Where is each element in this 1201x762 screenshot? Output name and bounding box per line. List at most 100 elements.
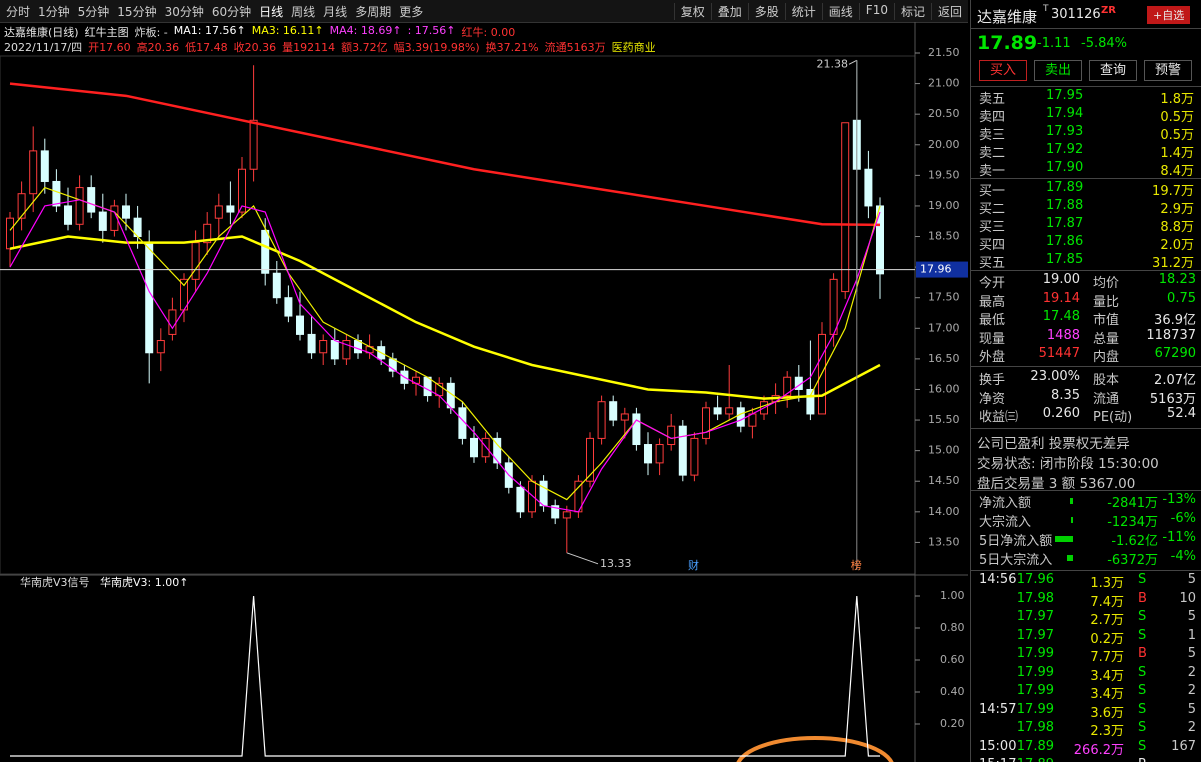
period-tab[interactable]: 日线	[259, 4, 284, 19]
panel-text: 买二	[979, 202, 1006, 217]
candle-body	[272, 272, 281, 299]
event-marker: 财	[688, 558, 699, 572]
candle-body	[655, 444, 664, 464]
trade-button[interactable]: 预警	[1144, 60, 1192, 81]
panel-value: -2841万	[1107, 496, 1158, 511]
panel-value: 5	[1187, 646, 1196, 661]
action-button[interactable]: 叠加	[710, 2, 748, 20]
period-tab[interactable]: 分时	[6, 4, 31, 19]
period-tab[interactable]: 周线	[291, 4, 316, 19]
panel-value: 5	[1187, 701, 1196, 717]
candle-body	[64, 205, 72, 225]
panel-value: 7.7万	[1090, 650, 1124, 665]
period-tab[interactable]: 60分钟	[211, 4, 252, 19]
action-button[interactable]: 统计	[784, 2, 822, 20]
period-tab[interactable]: 5分钟	[77, 4, 110, 19]
panel-value: 8.35	[1051, 387, 1080, 403]
panel-text: -1.11	[1037, 36, 1071, 51]
event-marker: 榜	[851, 558, 862, 572]
panel-value: -6%	[1170, 511, 1196, 526]
divider	[971, 366, 1201, 367]
panel-value: 19.7万	[1152, 184, 1194, 199]
y-tick-label: 18.50	[928, 230, 960, 243]
candle-body	[296, 315, 304, 335]
panel-text: 14:57	[979, 701, 1017, 717]
panel-text: 市值	[1093, 313, 1120, 328]
y-tick-label: 17.00	[928, 321, 960, 334]
ma-legend: MA1: 17.56↑	[173, 24, 246, 37]
panel-text: 买三	[979, 220, 1006, 235]
panel-text: 15:17	[979, 757, 1016, 762]
bar-info-item: 高20.36	[136, 41, 180, 54]
panel-text: 17.90	[1046, 160, 1084, 175]
candle-body	[40, 150, 49, 182]
panel-value: 17.98	[1016, 590, 1054, 606]
panel-value: 7.4万	[1090, 594, 1124, 610]
ma-legend: MA3: 16.11↑	[251, 24, 324, 37]
action-button[interactable]: F10	[858, 2, 894, 20]
panel-text: 卖三	[979, 128, 1006, 143]
period-tab[interactable]: 更多	[399, 4, 424, 19]
period-tab[interactable]: 多周期	[355, 4, 392, 19]
y-tick-label: 13.50	[928, 535, 960, 548]
bar-info-item: 医药商业	[611, 41, 656, 54]
panel-value: 51447	[1038, 346, 1080, 361]
period-tab[interactable]: 30分钟	[164, 4, 204, 19]
panel-text: 交易状态: 闭市阶段 15:30:00	[977, 456, 1159, 472]
ma-line	[9, 235, 881, 400]
panel-text: 内盘	[1093, 350, 1120, 365]
action-button[interactable]: 返回	[930, 2, 968, 20]
candle-body	[562, 511, 571, 519]
period-tab[interactable]: 1分钟	[38, 4, 70, 19]
ma-line	[9, 199, 881, 513]
panel-text: 买一	[979, 184, 1006, 199]
panel-text: 买五	[979, 256, 1006, 271]
add-watchlist[interactable]: +自选	[1147, 6, 1191, 24]
action-button[interactable]: 复权	[673, 2, 711, 20]
panel-value: 17.99	[1016, 664, 1054, 680]
panel-text: 卖一	[979, 164, 1006, 179]
panel-text: S	[1138, 683, 1147, 698]
candle-body	[307, 333, 316, 354]
panel-text: B	[1138, 590, 1147, 606]
panel-text: S	[1138, 664, 1147, 680]
panel-value: 18.23	[1158, 272, 1196, 287]
indicator-name: 红牛主图	[84, 26, 129, 39]
candle-body	[806, 388, 815, 415]
panel-value: 17.99	[1016, 646, 1054, 661]
panel-value: 2.3万	[1090, 724, 1124, 739]
trade-button[interactable]: 卖出	[1034, 60, 1082, 81]
candle-body	[17, 193, 26, 219]
period-tab[interactable]: 月线	[323, 4, 348, 19]
panel-value: 266.2万	[1073, 742, 1124, 758]
candle-body	[690, 437, 699, 476]
candle-body	[620, 413, 629, 421]
y-tick-label: 21.00	[928, 77, 960, 90]
period-tab[interactable]: 15分钟	[117, 4, 157, 19]
panel-value: 2	[1187, 720, 1196, 735]
trade-button[interactable]: 查询	[1089, 60, 1137, 81]
trade-button[interactable]: 买入	[979, 60, 1027, 81]
action-button[interactable]: 多股	[747, 2, 785, 20]
action-button[interactable]: 画线	[821, 2, 859, 20]
panel-text: 17.92	[1046, 142, 1084, 157]
panel-text: S	[1138, 720, 1147, 735]
candle-body	[713, 407, 722, 415]
candle-body	[145, 242, 154, 354]
panel-text: 均价	[1093, 276, 1120, 291]
panel-text: 17.94	[1046, 106, 1084, 121]
last-price-box	[916, 261, 968, 278]
panel-text: 量比	[1093, 294, 1120, 310]
actions: 复权 叠加 多股 统计 画线 F10 标记 返回	[673, 2, 968, 20]
panel-value: 17.99	[1016, 701, 1054, 717]
high-pointer	[848, 59, 858, 65]
panel-value: 2.07亿	[1154, 373, 1196, 388]
panel-value: 17.89	[1016, 738, 1054, 754]
panel-text: 最低	[979, 313, 1006, 328]
ma-legend: 红牛: 0.00	[461, 26, 516, 39]
divider	[971, 178, 1201, 179]
action-button[interactable]: 标记	[893, 2, 931, 20]
panel-value: 3.4万	[1090, 687, 1124, 702]
panel-value: -6372万	[1107, 553, 1158, 568]
candle-body	[516, 486, 525, 513]
